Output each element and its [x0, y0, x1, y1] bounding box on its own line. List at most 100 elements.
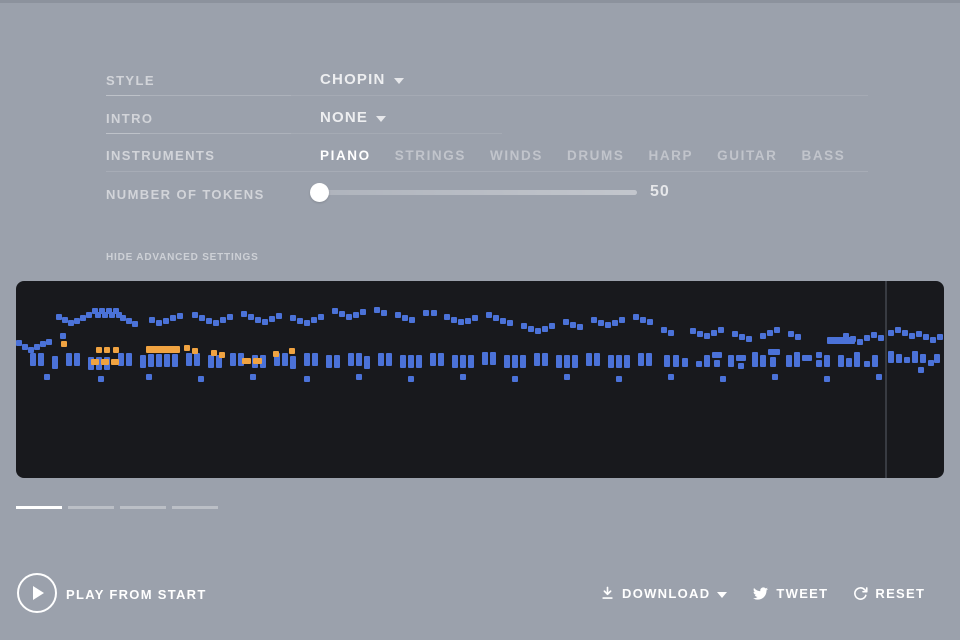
instrument-guitar[interactable]: GUITAR	[717, 148, 778, 163]
note-blue	[704, 333, 710, 339]
style-row-divider	[106, 95, 868, 96]
tokens-slider-track[interactable]	[320, 190, 637, 195]
note-blue	[74, 318, 80, 324]
note-blue	[92, 308, 98, 314]
note-blue	[238, 353, 244, 366]
note-blue	[714, 360, 720, 367]
note-blue	[250, 374, 256, 380]
instrument-harp[interactable]: HARP	[648, 148, 694, 163]
note-blue	[697, 331, 703, 337]
note-blue	[194, 353, 200, 366]
note-blue	[304, 320, 310, 326]
note-orange	[146, 346, 180, 353]
style-value: CHOPIN	[320, 71, 386, 88]
note-blue	[146, 374, 152, 380]
note-blue	[241, 311, 247, 317]
note-blue	[348, 353, 354, 366]
note-blue	[739, 334, 745, 340]
page-indicator-3[interactable]	[120, 506, 166, 509]
hide-advanced-settings-link[interactable]: HIDE ADVANCED SETTINGS	[106, 252, 259, 263]
chevron-down-icon	[376, 115, 387, 122]
download-button[interactable]: DOWNLOAD	[600, 585, 728, 601]
note-blue	[177, 313, 183, 319]
note-blue	[99, 308, 105, 314]
note-blue	[854, 352, 860, 367]
note-orange	[61, 341, 67, 347]
note-blue	[647, 319, 653, 325]
note-orange	[253, 358, 262, 364]
note-blue	[934, 354, 940, 363]
play-button[interactable]	[17, 573, 57, 613]
note-blue	[311, 317, 317, 323]
note-blue	[40, 341, 46, 347]
note-blue	[106, 308, 112, 314]
note-blue	[564, 374, 570, 380]
note-blue	[44, 374, 50, 380]
note-blue	[378, 353, 384, 366]
style-dropdown[interactable]: CHOPIN	[320, 71, 404, 88]
note-blue	[520, 355, 526, 368]
note-blue	[594, 353, 600, 366]
instrument-strings[interactable]: STRINGS	[394, 148, 466, 163]
chevron-down-icon	[393, 77, 404, 84]
note-blue	[120, 315, 126, 321]
note-blue	[282, 353, 288, 366]
note-blue	[619, 317, 625, 323]
note-blue	[482, 352, 488, 365]
note-blue	[918, 367, 924, 373]
note-blue	[876, 374, 882, 380]
note-blue	[770, 357, 776, 367]
note-orange	[91, 359, 99, 365]
note-blue	[500, 318, 506, 324]
note-blue	[172, 354, 178, 367]
note-blue	[712, 352, 722, 358]
note-blue	[220, 317, 226, 323]
note-blue	[60, 333, 66, 339]
instrument-winds[interactable]: WINDS	[489, 148, 543, 163]
note-blue	[374, 307, 380, 313]
note-blue	[109, 312, 115, 318]
note-orange	[101, 359, 109, 365]
page-indicator-1[interactable]	[16, 506, 62, 509]
note-blue	[878, 335, 884, 341]
note-blue	[458, 319, 464, 325]
note-blue	[46, 339, 52, 345]
intro-value: NONE	[320, 109, 369, 126]
note-blue	[577, 324, 583, 330]
play-from-start-label[interactable]: PLAY FROM START	[66, 587, 207, 602]
page-indicator-4[interactable]	[172, 506, 218, 509]
note-orange	[184, 345, 190, 351]
note-blue	[816, 360, 822, 367]
note-blue	[760, 355, 766, 367]
note-blue	[930, 337, 936, 343]
note-blue	[74, 353, 80, 366]
note-blue	[788, 331, 794, 337]
page-indicator-2[interactable]	[68, 506, 114, 509]
note-blue	[704, 355, 710, 367]
note-blue	[507, 320, 513, 326]
note-blue	[871, 332, 877, 338]
note-blue	[563, 319, 569, 325]
instrument-drums[interactable]: DRUMS	[566, 148, 625, 163]
note-blue	[888, 351, 894, 363]
note-blue	[80, 315, 86, 321]
note-blue	[528, 326, 534, 332]
note-blue	[920, 354, 926, 363]
note-blue	[148, 354, 154, 367]
note-blue	[857, 339, 863, 345]
note-blue	[535, 328, 541, 334]
note-blue	[521, 323, 527, 329]
note-blue	[768, 349, 780, 355]
note-blue	[472, 315, 478, 321]
note-blue	[312, 353, 318, 366]
note-blue	[696, 361, 702, 367]
tokens-slider-thumb[interactable]	[310, 183, 329, 202]
instrument-piano[interactable]: PIANO	[320, 148, 371, 163]
instrument-bass[interactable]: BASS	[801, 148, 846, 163]
note-blue	[760, 333, 766, 339]
intro-dropdown[interactable]: NONE	[320, 109, 387, 126]
reset-button[interactable]: RESET	[853, 586, 925, 601]
note-blue	[728, 355, 734, 367]
tweet-button[interactable]: TWEET	[752, 586, 828, 601]
note-blue	[646, 353, 652, 366]
